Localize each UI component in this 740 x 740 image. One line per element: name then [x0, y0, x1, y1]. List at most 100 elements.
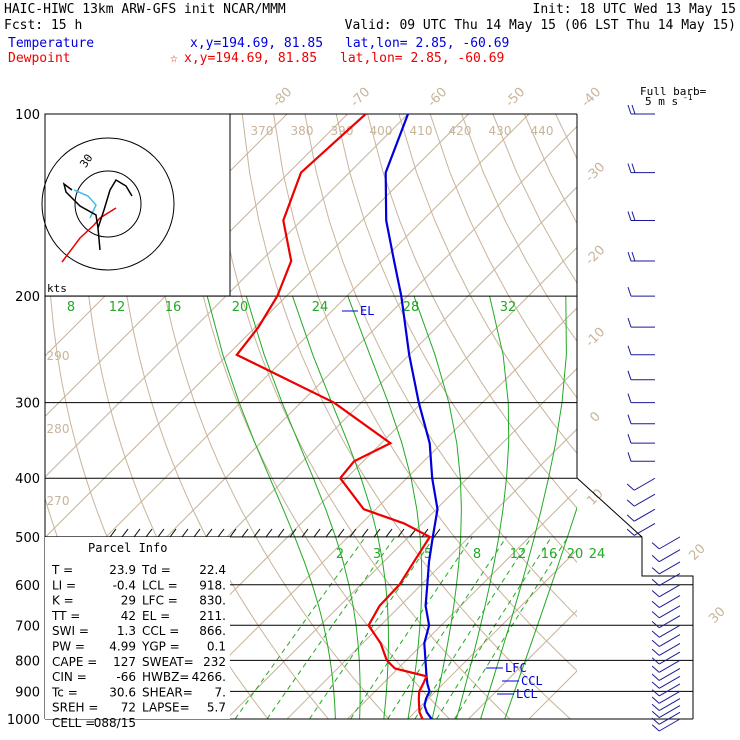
- wind-barb: [651, 705, 681, 718]
- wind-barb-shaft: [658, 698, 681, 711]
- wind-barb: [651, 675, 681, 689]
- wind-barb-shaft: [633, 493, 656, 507]
- hatch-mark: [397, 528, 405, 538]
- wind-barb-flag: [651, 630, 660, 638]
- hatch-mark: [373, 528, 381, 538]
- parcel-info-panel: Parcel Info T = 23.9 Td = 22.4 LI = -0.4 LCL =…: [45, 537, 230, 730]
- wind-barb: [626, 508, 656, 522]
- parcel-info-key: SWI =: [52, 624, 89, 638]
- wind-barb-flag: [631, 211, 636, 221]
- hodograph: 30 kts: [41, 113, 231, 297]
- wind-barb-flag: [627, 163, 632, 173]
- wind-barb: [651, 668, 681, 681]
- wind-barb-flag: [651, 621, 660, 629]
- mixing-ratio-line: [266, 536, 396, 719]
- wind-barb-shaft: [658, 615, 681, 629]
- wind-barb: [627, 251, 655, 262]
- parcel-info-row: CIN = -66 HWBZ= 4266.: [52, 670, 226, 684]
- theta-label: 290: [47, 349, 70, 363]
- wind-barb-flag: [626, 483, 635, 491]
- wind-barb: [627, 345, 655, 356]
- wind-barb: [651, 651, 681, 665]
- parcel-info-row: Tc = 30.6 SHEAR= 7.: [51, 685, 226, 699]
- parcel-info-key: SREH =: [52, 701, 98, 715]
- parcel-info-key: PW =: [52, 640, 85, 654]
- parcel-info-key: CCL =: [142, 624, 179, 638]
- moist-adiabat-label: 12: [109, 300, 126, 315]
- hatch-mark: [205, 528, 213, 538]
- parcel-info-value: 866.: [199, 624, 226, 638]
- hodograph-trace-upper-b: [97, 178, 133, 229]
- mixing-ratio-line: [350, 536, 473, 719]
- wind-barb: [651, 690, 681, 704]
- temperature-legend-label: Temperature: [8, 36, 94, 51]
- wind-barb-shaft: [633, 522, 656, 536]
- dry-adiabat-line: [335, 114, 577, 564]
- theta-label: 420: [449, 124, 472, 138]
- wind-barb: [651, 659, 681, 673]
- pressure-label: 1000: [7, 713, 40, 728]
- wind-barb-flag: [627, 345, 632, 355]
- pressure-label: 100: [15, 108, 40, 123]
- mixing-ratio-line: [234, 536, 366, 719]
- dewpoint-star-icon: ☆: [170, 51, 178, 66]
- forecast-hour: Fcst: 15 h: [4, 18, 82, 33]
- wind-barb-flag: [627, 211, 632, 221]
- parcel-info-value: 7.: [215, 685, 226, 699]
- parcel-info-value: 918.: [199, 578, 226, 592]
- dewpoint-legend-xy: x,y=194.69, 81.85: [184, 51, 317, 66]
- parcel-info-value: 30.6: [109, 685, 136, 699]
- parcel-info-key: TT =: [51, 609, 80, 623]
- wind-barb: [651, 642, 681, 656]
- hodograph-unit-label: kts: [47, 282, 67, 295]
- wind-barb-flag: [627, 317, 632, 328]
- parcel-info-key: LI =: [52, 578, 76, 592]
- hodograph-ring-label: 30: [77, 152, 95, 170]
- wind-barb-shaft: [658, 561, 681, 575]
- wind-barb-flag: [651, 639, 660, 647]
- wind-barb: [627, 393, 655, 404]
- wind-barb: [651, 561, 681, 575]
- ccl-marker-label: CCL: [521, 674, 543, 688]
- hodograph-ring-inner: [74, 170, 142, 238]
- hatch-mark: [193, 528, 201, 538]
- wind-barb: [627, 286, 655, 297]
- wind-barb-flag: [651, 590, 660, 598]
- hatch-mark: [337, 528, 345, 538]
- wind-barb: [651, 584, 681, 598]
- theta-label: 440: [531, 124, 554, 138]
- hatch-mark: [385, 528, 393, 538]
- moist-adiabat-label: 28: [403, 300, 420, 315]
- wind-barb: [651, 683, 681, 697]
- hatch-mark: [109, 528, 117, 538]
- parcel-info-value: 0.1: [207, 640, 226, 654]
- mixing-ratio-line: [454, 536, 569, 719]
- hatch-mark: [349, 528, 357, 538]
- wind-barb-flag: [627, 452, 632, 462]
- temperature-profile-line: [384, 114, 439, 719]
- moist-adiabat-label: 16: [165, 300, 182, 315]
- mixing-ratio-label: 12: [510, 547, 527, 562]
- parcel-info-key: CAPE =: [52, 655, 97, 669]
- wind-barb-flag: [651, 657, 660, 665]
- parcel-info-row: T = 23.9 Td = 22.4: [51, 563, 226, 577]
- mixing-ratio-label: 2: [336, 547, 344, 562]
- parcel-info-title: Parcel Info: [88, 541, 167, 555]
- parcel-info-row: K = 29 LFC = 830.: [52, 594, 226, 608]
- wind-barb: [627, 370, 655, 381]
- mixing-ratio-line: [414, 536, 533, 719]
- wind-barb-flag: [651, 681, 660, 689]
- wind-barb-shaft: [658, 668, 681, 681]
- parcel-info-row: SREH = 72 LAPSE= 5.7: [52, 701, 226, 715]
- parcel-info-value: 211.: [199, 609, 226, 623]
- hatch-mark: [169, 528, 177, 538]
- wind-barb-shaft: [658, 624, 681, 638]
- lcl-marker-label: LCL: [516, 687, 538, 701]
- parcel-info-row: PW = 4.99 YGP = 0.1: [52, 640, 226, 654]
- wind-barb-flag: [651, 648, 660, 656]
- isotherm-line: [346, 488, 577, 719]
- parcel-info-key: K =: [52, 594, 74, 608]
- wind-barb-shaft: [658, 605, 681, 619]
- hatch-mark: [121, 528, 129, 538]
